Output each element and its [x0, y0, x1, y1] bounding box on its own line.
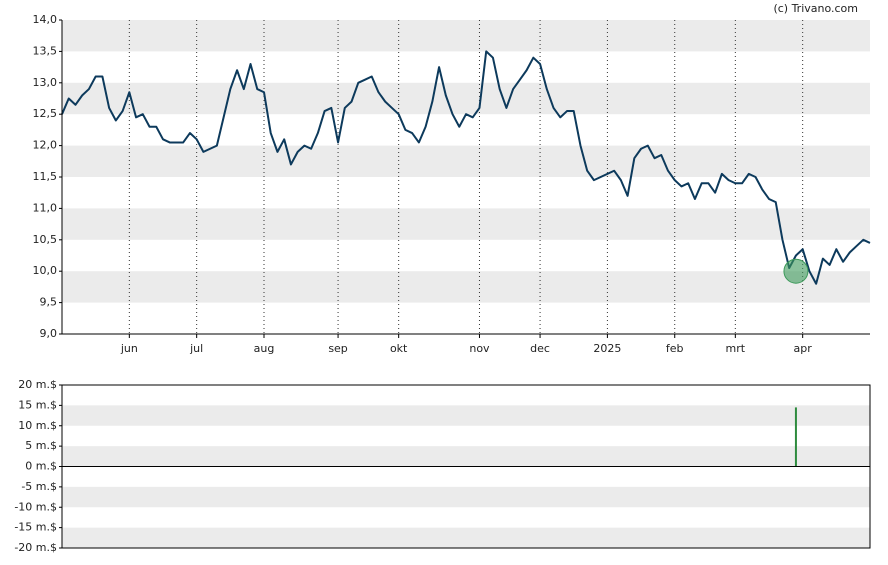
- grid-band: [62, 486, 870, 508]
- grid-band: [62, 82, 870, 115]
- grid-band: [62, 271, 870, 303]
- y-tick-label: -10 m.$: [14, 500, 57, 513]
- x-tick-label: apr: [794, 342, 813, 355]
- grid-band: [62, 446, 870, 467]
- volume-bar: [794, 407, 797, 467]
- x-tick-label: mrt: [726, 342, 746, 355]
- y-tick-label: 10 m.$: [18, 419, 57, 432]
- x-tick-label: 2025: [593, 342, 621, 355]
- y-tick-label: 15 m.$: [18, 398, 57, 411]
- x-tick-label: aug: [254, 342, 275, 355]
- x-tick-label: nov: [469, 342, 490, 355]
- x-tick-label: feb: [666, 342, 684, 355]
- y-tick-label: 13,5: [33, 44, 58, 57]
- x-tick-label: okt: [390, 342, 408, 355]
- y-tick-label: 20 m.$: [18, 378, 57, 391]
- y-tick-label: 10,5: [33, 233, 58, 246]
- y-tick-label: 14,0: [33, 13, 58, 26]
- y-tick-label: 9,0: [40, 327, 58, 340]
- y-tick-label: -5 m.$: [21, 480, 57, 493]
- source-credit: (c) Trivano.com: [773, 2, 858, 15]
- event-marker: [783, 258, 809, 284]
- plot-frame: [61, 384, 871, 549]
- x-tick-label: jul: [189, 342, 203, 355]
- y-tick-label: 13,0: [33, 76, 58, 89]
- y-tick-label: -20 m.$: [14, 541, 57, 554]
- grid-band: [62, 145, 870, 177]
- grid-band: [62, 405, 870, 426]
- y-tick-label: 9,5: [40, 296, 58, 309]
- y-tick-label: 12,5: [33, 107, 58, 120]
- y-tick-label: 10,0: [33, 264, 58, 277]
- grid-band: [62, 20, 870, 52]
- y-tick-label: 12,0: [33, 139, 58, 152]
- x-tick-label: jun: [120, 342, 138, 355]
- y-tick-label: 11,0: [33, 201, 58, 214]
- y-tick-label: -15 m.$: [14, 521, 57, 534]
- grid-band: [62, 527, 870, 548]
- grid-band: [62, 208, 870, 240]
- x-tick-label: sep: [328, 342, 347, 355]
- x-tick-label: dec: [530, 342, 550, 355]
- y-tick-label: 11,5: [33, 170, 58, 183]
- y-tick-label: 0 m.$: [25, 460, 57, 473]
- price-line: [61, 50, 871, 285]
- y-tick-label: 5 m.$: [25, 439, 57, 452]
